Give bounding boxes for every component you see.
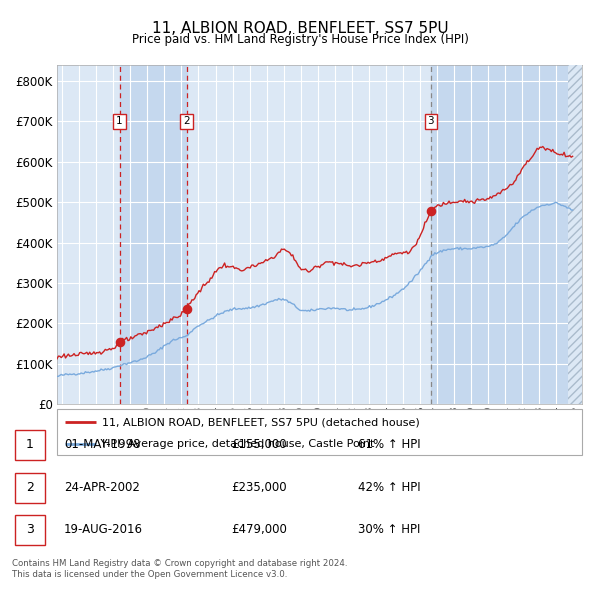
Bar xyxy=(431,65,568,404)
Text: HPI: Average price, detached house, Castle Point: HPI: Average price, detached house, Cast… xyxy=(101,439,374,449)
Text: Contains HM Land Registry data © Crown copyright and database right 2024.
This d: Contains HM Land Registry data © Crown c… xyxy=(12,559,347,579)
Text: 42% ↑ HPI: 42% ↑ HPI xyxy=(358,481,420,494)
FancyBboxPatch shape xyxy=(15,473,45,503)
Text: 30% ↑ HPI: 30% ↑ HPI xyxy=(358,523,420,536)
FancyBboxPatch shape xyxy=(15,430,45,460)
Text: 1: 1 xyxy=(116,116,123,126)
Bar xyxy=(119,65,187,404)
Text: Price paid vs. HM Land Registry's House Price Index (HPI): Price paid vs. HM Land Registry's House … xyxy=(131,33,469,46)
Text: 3: 3 xyxy=(427,116,434,126)
Text: 2: 2 xyxy=(26,481,34,494)
Text: 1: 1 xyxy=(26,438,34,451)
Text: £235,000: £235,000 xyxy=(231,481,287,494)
Bar xyxy=(568,65,582,404)
Text: 2: 2 xyxy=(184,116,190,126)
Text: 19-AUG-2016: 19-AUG-2016 xyxy=(64,523,143,536)
Text: 61% ↑ HPI: 61% ↑ HPI xyxy=(358,438,420,451)
Text: 24-APR-2002: 24-APR-2002 xyxy=(64,481,140,494)
FancyBboxPatch shape xyxy=(15,514,45,545)
Text: 01-MAY-1998: 01-MAY-1998 xyxy=(64,438,140,451)
Point xyxy=(426,206,436,215)
Text: £479,000: £479,000 xyxy=(231,523,287,536)
Point xyxy=(115,337,124,346)
Text: 11, ALBION ROAD, BENFLEET, SS7 5PU: 11, ALBION ROAD, BENFLEET, SS7 5PU xyxy=(152,21,448,35)
Text: 3: 3 xyxy=(26,523,34,536)
Point xyxy=(182,304,191,314)
Text: £155,000: £155,000 xyxy=(231,438,287,451)
FancyBboxPatch shape xyxy=(57,409,582,455)
Text: 11, ALBION ROAD, BENFLEET, SS7 5PU (detached house): 11, ALBION ROAD, BENFLEET, SS7 5PU (deta… xyxy=(101,417,419,427)
